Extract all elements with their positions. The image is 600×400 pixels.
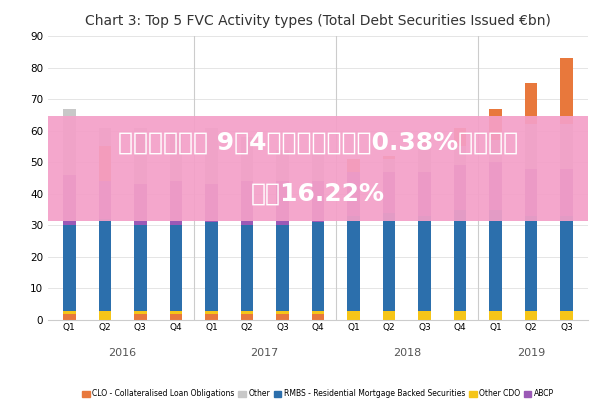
Bar (454, 146, 466, 320)
FancyBboxPatch shape (48, 116, 588, 220)
Bar (383, 156, 395, 320)
Bar (490, 140, 502, 320)
Bar (276, 150, 289, 320)
Bar (170, 314, 182, 320)
Bar (560, 124, 573, 320)
Bar (63, 108, 76, 320)
Bar (418, 172, 431, 320)
Bar (347, 159, 360, 320)
Bar (170, 310, 182, 320)
Bar (170, 181, 182, 320)
Bar (98, 128, 111, 320)
Bar (383, 172, 395, 320)
Bar (312, 222, 324, 320)
Bar (134, 314, 146, 320)
Bar (276, 181, 289, 320)
Bar (312, 314, 324, 320)
Bar (490, 108, 502, 320)
Bar (98, 146, 111, 320)
Bar (383, 213, 395, 320)
Bar (525, 124, 538, 320)
Bar (170, 134, 182, 320)
Bar (525, 168, 538, 320)
Bar (241, 225, 253, 320)
Bar (98, 181, 111, 320)
Bar (454, 165, 466, 320)
Bar (63, 175, 76, 320)
Bar (312, 153, 324, 320)
Bar (490, 210, 502, 320)
Bar (347, 172, 360, 320)
Text: 2018: 2018 (392, 348, 421, 358)
Bar (383, 310, 395, 320)
Bar (63, 310, 76, 320)
Bar (276, 310, 289, 320)
Bar (347, 159, 360, 320)
Bar (63, 314, 76, 320)
Bar (525, 216, 538, 320)
Bar (134, 128, 146, 320)
Bar (276, 225, 289, 320)
Bar (560, 216, 573, 320)
Bar (134, 184, 146, 320)
Bar (525, 83, 538, 320)
Bar (312, 181, 324, 320)
Bar (490, 310, 502, 320)
Text: 2017: 2017 (251, 348, 279, 358)
Bar (312, 310, 324, 320)
Bar (241, 314, 253, 320)
Bar (347, 310, 360, 320)
Bar (241, 181, 253, 320)
Bar (490, 162, 502, 320)
Bar (98, 219, 111, 320)
Bar (276, 314, 289, 320)
Bar (205, 310, 218, 320)
Bar (560, 310, 573, 320)
Text: 2016: 2016 (109, 348, 137, 358)
Bar (347, 216, 360, 320)
Bar (525, 310, 538, 320)
Bar (63, 225, 76, 320)
Bar (418, 140, 431, 320)
Bar (418, 216, 431, 320)
Bar (134, 225, 146, 320)
Bar (170, 225, 182, 320)
Bar (418, 310, 431, 320)
Bar (560, 58, 573, 320)
Bar (454, 128, 466, 320)
Bar (560, 168, 573, 320)
Bar (205, 184, 218, 320)
Text: 价琇16.22%: 价琇16.22% (251, 182, 385, 206)
Bar (454, 210, 466, 320)
Bar (205, 314, 218, 320)
Bar (418, 143, 431, 320)
Bar (241, 137, 253, 320)
Bar (98, 310, 111, 320)
Bar (454, 310, 466, 320)
Bar (383, 159, 395, 320)
Bar (205, 128, 218, 320)
Bar (134, 310, 146, 320)
Bar (205, 222, 218, 320)
Text: 股票融资标准 9月4日汇成转债下跌0.38%，转股溢: 股票融资标准 9月4日汇成转债下跌0.38%，转股溢 (118, 130, 518, 154)
Text: 2019: 2019 (517, 348, 545, 358)
Bar (241, 310, 253, 320)
Legend: CLO - Collateralised Loan Obligations, Other, RMBS - Residential Mortgage Backed: CLO - Collateralised Loan Obligations, O… (79, 386, 557, 400)
Title: Chart 3: Top 5 FVC Activity types (Total Debt Securities Issued €bn): Chart 3: Top 5 FVC Activity types (Total… (85, 14, 551, 28)
